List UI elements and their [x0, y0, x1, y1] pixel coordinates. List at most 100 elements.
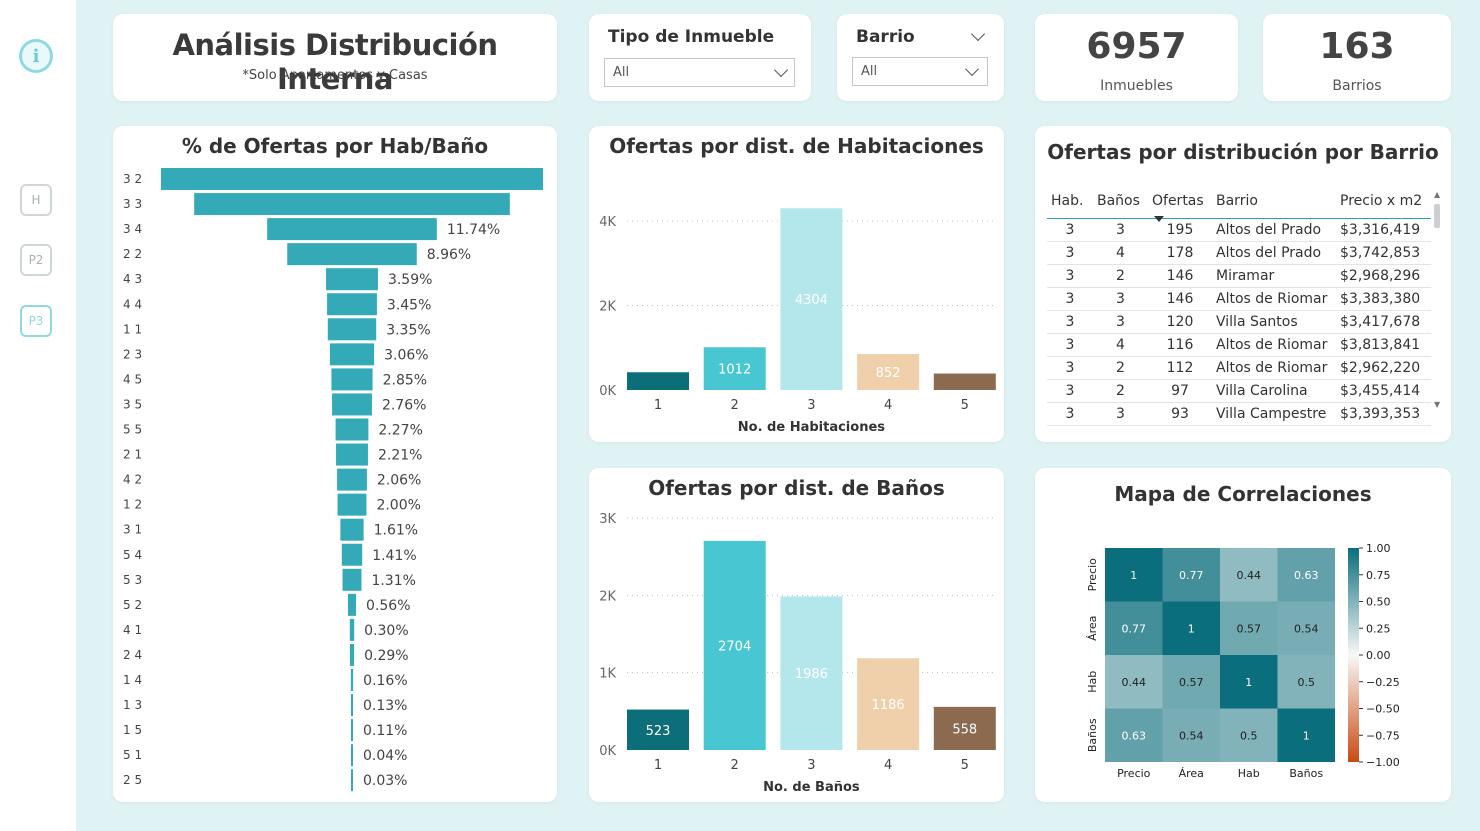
data-label: 0.11% — [363, 723, 407, 739]
funnel-bar — [351, 719, 353, 742]
table-cell: $2,962,220 — [1336, 356, 1431, 380]
nav-button-label: H — [31, 193, 41, 207]
x-tick-label: 5 — [961, 758, 969, 773]
info-icon[interactable]: i — [19, 39, 53, 73]
table-row[interactable]: 3 3 120 Villa Santos $3,417,678 — [1047, 310, 1431, 334]
funnel-bar — [351, 769, 353, 792]
bar — [780, 596, 843, 750]
data-label: 2.06% — [377, 473, 421, 489]
page-subtitle: *Solo Apartamentos y Casas — [242, 68, 428, 83]
data-label: 0.56% — [366, 598, 410, 614]
nav-button-p3[interactable]: P3 — [20, 305, 52, 337]
funnel-bar — [327, 293, 377, 316]
table-cell: Altos de Riomar — [1212, 356, 1336, 380]
y-tick-label: 4K — [599, 215, 616, 230]
funnel-chart-card: % de Ofertas por Hab/Baño 3 2 3 3 3 4 11.74… — [113, 126, 557, 802]
table-cell: $3,417,678 — [1336, 310, 1431, 334]
nav-button-p2[interactable]: P2 — [20, 244, 52, 276]
heatmap-cell — [1220, 708, 1278, 762]
bar — [780, 208, 843, 390]
table-row[interactable]: 3 2 97 Villa Carolina $3,455,414 — [1047, 379, 1431, 403]
table-row[interactable]: 3 4 116 Altos de Riomar $3,813,841 — [1047, 333, 1431, 357]
heatmap-cell-label: 0.5 — [1240, 729, 1258, 742]
heatmap-cell-label: 0.44 — [1122, 676, 1147, 689]
column-header-banos[interactable]: Baños — [1097, 192, 1140, 209]
data-label: 0.04% — [363, 748, 407, 764]
table-cell: 97 — [1148, 379, 1212, 403]
column-header-barrio[interactable]: Barrio — [1216, 192, 1258, 209]
heatmap-cell-label: 1 — [1303, 729, 1310, 742]
bar — [857, 658, 920, 750]
chevron-down-icon[interactable] — [970, 26, 986, 42]
barrio-dropdown[interactable]: All — [852, 57, 988, 86]
colorbar-label: −0.25 — [1366, 676, 1400, 689]
data-label: 3.59% — [388, 272, 432, 288]
data-label: 0.16% — [363, 673, 407, 689]
heatmap-cell — [1277, 655, 1335, 709]
column-header-precio[interactable]: Precio x m2 — [1340, 192, 1423, 209]
funnel-bar — [342, 568, 362, 591]
table-cell: 4 — [1093, 333, 1148, 357]
x-axis-title: No. de Baños — [763, 780, 860, 795]
column-label: Área — [1179, 767, 1204, 780]
heatmap-cell-label: 1 — [1245, 676, 1252, 689]
nav-button-label: P2 — [28, 253, 44, 267]
table-cell: $2,968,296 — [1336, 264, 1431, 288]
kpi-label: Barrios — [1332, 78, 1382, 94]
funnel-bar — [329, 343, 375, 366]
bar — [627, 372, 689, 390]
heatmap-cell — [1277, 601, 1335, 655]
slicer-label: Tipo de Inmueble — [608, 27, 775, 47]
column-header-ofertas[interactable]: Ofertas — [1148, 186, 1212, 222]
heatmap-cell — [1277, 548, 1335, 602]
heatmap-cell — [1162, 708, 1220, 762]
table-cell: 3 — [1047, 218, 1093, 242]
column-label: Baños — [1289, 767, 1323, 780]
bar — [933, 373, 996, 390]
table-row[interactable]: 3 3 146 Altos de Riomar $3,383,380 — [1047, 287, 1431, 311]
heatmap-cell — [1105, 601, 1163, 655]
y-tick-label: 0K — [599, 384, 616, 399]
column-header-hab[interactable]: Hab. — [1051, 192, 1084, 209]
page-title: Análisis Distribución Interna — [172, 28, 498, 96]
table-row[interactable]: 3 2 146 Miramar $2,968,296 — [1047, 264, 1431, 288]
tipo-inmueble-dropdown[interactable]: All — [604, 58, 795, 87]
scroll-down-icon[interactable]: ▼ — [1434, 400, 1441, 409]
x-tick-label: 2 — [731, 398, 739, 413]
table-cell: 120 — [1148, 310, 1212, 334]
table-cell: Altos de Riomar — [1212, 287, 1336, 311]
table-row[interactable]: 3 3 93 Villa Campestre $3,393,353 — [1047, 402, 1431, 426]
table-row[interactable]: 3 2 112 Altos de Riomar $2,962,220 — [1047, 356, 1431, 380]
banos-chart-card: Ofertas por dist. de Baños 0K 1K 2K 3K 1 523 2… — [589, 468, 1004, 802]
colorbar-label: −1.00 — [1366, 756, 1400, 769]
table-cell: 3 — [1093, 310, 1148, 334]
bar — [627, 709, 689, 750]
colorbar-label: 0.75 — [1366, 569, 1391, 582]
heatmap-cell — [1105, 655, 1163, 709]
table-scrollbar[interactable]: ▲ ▼ — [1433, 190, 1441, 416]
x-tick-label: 5 — [961, 398, 969, 413]
category-label: 1 2 — [123, 498, 142, 512]
heatmap-cell-label: 0.54 — [1294, 622, 1319, 635]
scroll-up-icon[interactable]: ▲ — [1434, 190, 1441, 199]
nav-button-h[interactable]: H — [20, 184, 52, 216]
funnel-bar — [335, 418, 369, 441]
column-header-label: Ofertas — [1152, 192, 1204, 209]
dropdown-value: All — [861, 64, 878, 79]
table-cell: Altos del Prado — [1212, 218, 1336, 242]
x-tick-label: 1 — [654, 758, 662, 773]
data-label: 2.27% — [378, 423, 422, 439]
data-label: 0.03% — [363, 773, 407, 789]
category-label: 3 2 — [123, 172, 142, 186]
table-row[interactable]: 3 3 195 Altos del Prado $3,316,419 — [1047, 218, 1431, 242]
category-label: 2 1 — [123, 448, 142, 462]
data-label: 4304 — [795, 293, 828, 308]
column-label: Precio — [1117, 767, 1151, 780]
funnel-bar — [341, 543, 363, 566]
scroll-thumb[interactable] — [1434, 204, 1440, 228]
data-label: 1186 — [872, 698, 905, 713]
category-label: 2 4 — [123, 648, 142, 662]
table-cell: Altos del Prado — [1212, 241, 1336, 265]
table-cell: 3 — [1047, 310, 1093, 334]
table-row[interactable]: 3 4 178 Altos del Prado $3,742,853 — [1047, 241, 1431, 265]
